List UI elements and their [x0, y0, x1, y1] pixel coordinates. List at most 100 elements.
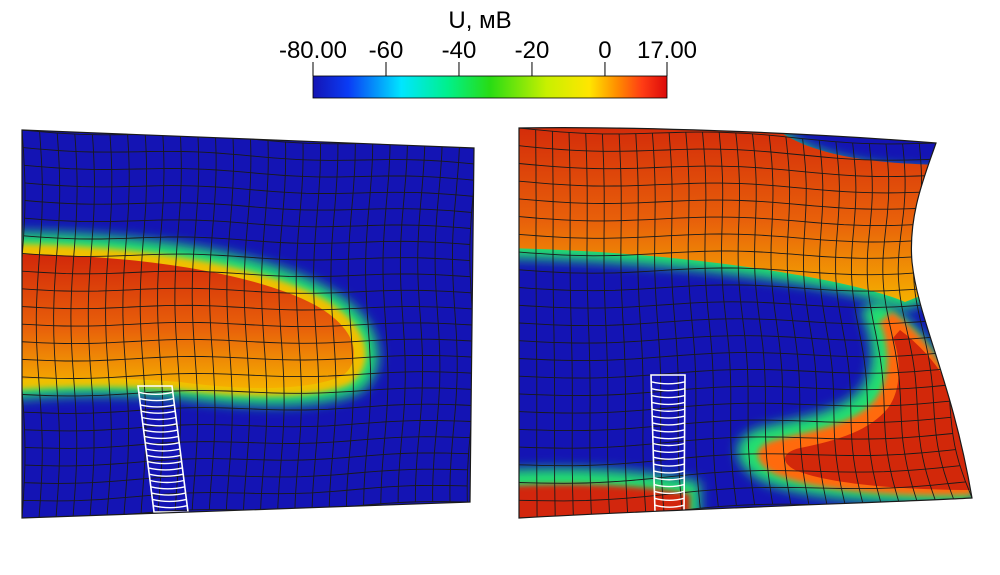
mesh-line-horizontal: [519, 163, 938, 178]
mesh-line-horizontal: [519, 449, 956, 467]
colorbar-tick-label: -40: [442, 37, 477, 64]
electrode-hatch: [144, 435, 179, 440]
mesh-line-horizontal: [519, 250, 930, 259]
mesh-line-horizontal: [24, 420, 472, 432]
mesh-line-horizontal: [22, 287, 472, 294]
electrode-hatch: [149, 479, 185, 484]
colorbar: U, мВ -80.00 -60 -40 -20 0 17.00: [279, 7, 697, 99]
colorbar-tick-label: -60: [369, 37, 404, 64]
mesh-line-horizontal: [519, 335, 941, 344]
mesh-line-horizontal: [22, 338, 474, 345]
electrode-hatch: [146, 454, 181, 458]
electrode-hatch: [653, 456, 685, 460]
colorbar-title: U, мВ: [448, 7, 511, 34]
colorbar-ticks: -80.00 -60 -40 -20 0 17.00: [279, 37, 697, 76]
electrode-hatch: [652, 435, 685, 440]
mesh-line-horizontal: [22, 253, 470, 262]
mesh-line-horizontal: [519, 127, 937, 145]
electrode-hatch: [654, 497, 685, 501]
electrode-hatch: [153, 505, 188, 509]
mesh-line-horizontal: [519, 267, 929, 276]
right-tissue-panel: [518, 127, 973, 519]
mesh-line-horizontal: [22, 387, 474, 397]
mesh-line-horizontal: [519, 301, 933, 309]
mesh-line-horizontal: [519, 284, 930, 292]
mesh-line-horizontal: [519, 384, 949, 397]
electrode-hatch: [652, 415, 685, 419]
electrode-hatch: [141, 410, 176, 414]
electrode-hatch: [652, 429, 685, 433]
electrode-hatch: [654, 483, 685, 488]
mesh-line-horizontal: [519, 481, 966, 502]
electrode-hatch: [152, 498, 187, 503]
mesh-line-horizontal: [23, 403, 473, 414]
lower-excited-strip: [519, 484, 690, 518]
mesh-line-horizontal: [22, 321, 474, 328]
electrode-hatch: [148, 467, 183, 471]
mesh-line-horizontal: [24, 200, 472, 213]
electrode-hatch: [142, 423, 177, 427]
left-mesh: [22, 130, 474, 518]
electrode-hatch: [653, 463, 685, 467]
mesh-line-horizontal: [23, 147, 474, 165]
left-panel-outline: [21, 129, 475, 519]
electrode-hatch: [150, 486, 185, 490]
upper-excited-band: [519, 127, 960, 302]
mesh-line-horizontal: [519, 433, 953, 449]
electrode-hatch: [139, 397, 174, 402]
colorbar-tick-label: -80.00: [279, 37, 347, 64]
mesh-line-horizontal: [519, 318, 937, 327]
spiral-arm-core: [784, 330, 972, 490]
electrode-hatch: [653, 477, 685, 481]
electrode-hatch: [138, 391, 173, 395]
mesh-line-horizontal: [24, 217, 471, 229]
mesh-line-horizontal: [519, 400, 950, 414]
electrode-hatch: [651, 394, 686, 399]
electrode-hatch: [151, 492, 186, 496]
electrode-hatch: [651, 388, 686, 392]
mesh-line-horizontal: [519, 180, 938, 194]
colorbar-tick-label: 17.00: [637, 37, 697, 64]
excited-wave: [22, 254, 355, 389]
mesh-line-horizontal: [22, 371, 474, 379]
mesh-line-horizontal: [519, 465, 961, 484]
electrode-hatch: [652, 442, 685, 447]
colorbar-gradient: [312, 75, 668, 99]
colorbar-tick-label: -20: [515, 37, 550, 64]
colorbar-tick-label: 0: [598, 37, 611, 64]
electrode-hatch: [140, 404, 175, 408]
mesh-line-horizontal: [24, 468, 468, 484]
electrode-hatch: [653, 470, 685, 474]
mesh-line-horizontal: [24, 164, 474, 181]
electrode-hatch: [145, 448, 181, 452]
electrode-hatch: [651, 381, 686, 385]
electrode-hatch: [652, 422, 685, 426]
mesh-line-horizontal: [519, 368, 947, 379]
mesh-line-horizontal: [519, 352, 944, 362]
mesh-line-horizontal: [24, 436, 470, 449]
mesh-line-horizontal: [519, 416, 951, 432]
electrode-hatch: [654, 490, 685, 495]
mesh-line-horizontal: [23, 484, 468, 502]
mesh-line-horizontal: [519, 233, 932, 243]
stimulus-electrode-right: [650, 374, 686, 513]
electrode-hatch: [141, 416, 177, 421]
mesh-line-horizontal: [519, 216, 934, 227]
mesh-line-horizontal: [22, 304, 473, 311]
electrode-hatch: [143, 429, 178, 433]
mesh-line-horizontal: [24, 182, 474, 197]
electrode-hatch: [654, 504, 685, 508]
electrode-hatch: [653, 449, 685, 454]
electrode-hatch: [149, 473, 184, 477]
mesh-line-horizontal: [519, 145, 938, 161]
mesh-line-horizontal: [23, 235, 470, 245]
mesh-line-horizontal: [24, 452, 469, 467]
right-panel-outline: [518, 127, 973, 519]
electrode-hatch: [145, 442, 180, 446]
electrode-hatch: [651, 401, 685, 406]
electrode-hatch: [651, 408, 685, 412]
electrode-hatch: [147, 460, 182, 465]
left-tissue-panel: [21, 129, 475, 519]
mesh-line-horizontal: [519, 198, 936, 210]
